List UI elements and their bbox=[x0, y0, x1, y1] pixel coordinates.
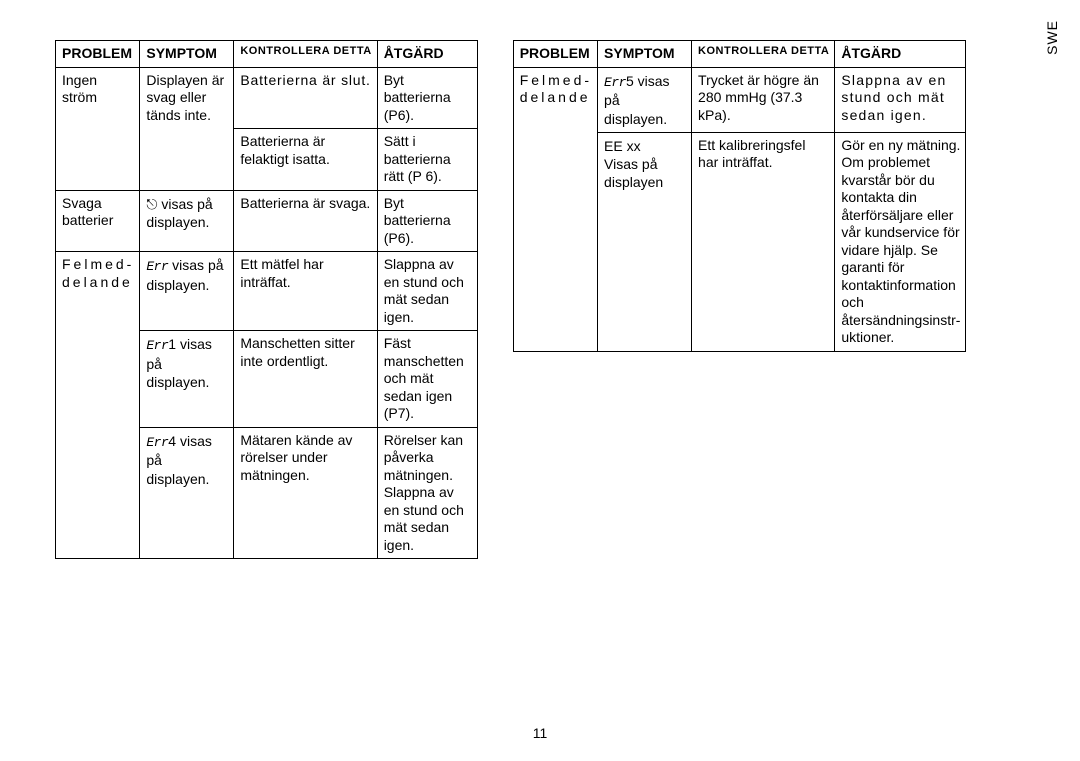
table-row: Felmed-delande Err5 visas på displayen. … bbox=[513, 67, 966, 132]
err-code-icon: Err bbox=[146, 338, 168, 353]
cell-action: Fäst manschetten och mät sedan igen (P7)… bbox=[377, 331, 477, 428]
cell-action-text: Slappna av en stund och mät sedan igen. bbox=[841, 72, 946, 123]
cell-check: Trycket är högre än 280 mmHg (37.3 kPa). bbox=[692, 67, 835, 132]
cell-symptom: Displayen är svag eller tänds inte. bbox=[140, 67, 234, 190]
cell-action: Rörelser kan påverka mätningen. Slappna … bbox=[377, 427, 477, 559]
cell-problem: Ingen ström bbox=[56, 67, 140, 190]
cell-check: Mätaren kände av rörelser under mätninge… bbox=[234, 427, 377, 559]
ee-code: EE xx bbox=[604, 138, 641, 154]
col-header-atgard: ÅTGÄRD bbox=[377, 41, 477, 68]
cell-problem-text: Felmed-delande bbox=[62, 256, 134, 290]
low-battery-icon: ⎋ bbox=[146, 196, 157, 212]
col-header-symptom: SYMPTOM bbox=[598, 41, 692, 68]
err-code-icon: Err bbox=[146, 435, 168, 450]
cell-check: Batterierna är slut. bbox=[234, 67, 377, 129]
cell-check: Batterierna är felaktigt isatta. bbox=[234, 129, 377, 191]
err-code-icon: Err bbox=[146, 259, 168, 274]
cell-problem-text: Felmed-delande bbox=[520, 72, 592, 106]
cell-symptom: Err5 visas på displayen. bbox=[598, 67, 692, 132]
troubleshoot-table-right: PROBLEM SYMPTOM KONTROLLERA DETTA ÅTGÄRD… bbox=[513, 40, 967, 352]
two-column-layout: PROBLEM SYMPTOM KONTROLLERA DETTA ÅTGÄRD… bbox=[55, 40, 1035, 559]
col-header-symptom: SYMPTOM bbox=[140, 41, 234, 68]
err-code-suffix: 4 bbox=[168, 433, 176, 449]
cell-action: Sätt i batterierna rätt (P 6). bbox=[377, 129, 477, 191]
troubleshoot-table-left: PROBLEM SYMPTOM KONTROLLERA DETTA ÅTGÄRD… bbox=[55, 40, 478, 559]
cell-problem: Felmed-delande bbox=[513, 67, 597, 351]
table-row: Felmed-delande Err visas på displayen. E… bbox=[56, 252, 478, 331]
language-tab: SWE bbox=[1044, 20, 1060, 55]
col-header-kontrollera: KONTROLLERA DETTA bbox=[692, 41, 835, 68]
col-header-kontrollera: KONTROLLERA DETTA bbox=[234, 41, 377, 68]
err-code-suffix: 1 bbox=[168, 336, 176, 352]
cell-symptom-text: Visas på displayen bbox=[604, 156, 663, 190]
table-row: Ingen ström Displayen är svag eller tänd… bbox=[56, 67, 478, 129]
col-header-atgard: ÅTGÄRD bbox=[835, 41, 966, 68]
col-header-problem: PROBLEM bbox=[513, 41, 597, 68]
cell-check: Ett mätfel har inträffat. bbox=[234, 252, 377, 331]
cell-symptom: Err4 visas på displayen. bbox=[140, 427, 234, 559]
cell-action: Byt batterierna (P6). bbox=[377, 67, 477, 129]
table-header-row: PROBLEM SYMPTOM KONTROLLERA DETTA ÅTGÄRD bbox=[513, 41, 966, 68]
cell-symptom: ⎋ visas på displayen. bbox=[140, 190, 234, 252]
cell-action: Slappna av en stund och mät sedan igen. bbox=[377, 252, 477, 331]
cell-action: Byt batterierna (P6). bbox=[377, 190, 477, 252]
cell-action: Slappna av en stund och mät sedan igen. bbox=[835, 67, 966, 132]
cell-action: Gör en ny mätning. Om problemet kvarstår… bbox=[835, 132, 966, 351]
cell-symptom: EE xx Visas på displayen bbox=[598, 132, 692, 351]
cell-check-text: Batterierna är slut. bbox=[240, 72, 370, 88]
col-header-problem: PROBLEM bbox=[56, 41, 140, 68]
err-code-suffix: 5 bbox=[626, 73, 634, 89]
table-row: Svaga batterier ⎋ visas på displayen. Ba… bbox=[56, 190, 478, 252]
cell-check: Ett kalibreringsfel har inträffat. bbox=[692, 132, 835, 351]
cell-symptom-text: visas på displayen. bbox=[146, 196, 212, 230]
table-header-row: PROBLEM SYMPTOM KONTROLLERA DETTA ÅTGÄRD bbox=[56, 41, 478, 68]
cell-symptom: Err1 visas på displayen. bbox=[140, 331, 234, 428]
cell-problem: Svaga batterier bbox=[56, 190, 140, 252]
err-code-icon: Err bbox=[604, 75, 626, 90]
page-number: 11 bbox=[0, 725, 1080, 741]
cell-check: Batterierna är svaga. bbox=[234, 190, 377, 252]
document-page: SWE PROBLEM SYMPTOM KONTROLLERA DETTA ÅT… bbox=[0, 0, 1080, 761]
cell-check: Manschetten sitter inte ordentligt. bbox=[234, 331, 377, 428]
cell-symptom: Err visas på displayen. bbox=[140, 252, 234, 331]
cell-problem: Felmed-delande bbox=[56, 252, 140, 559]
